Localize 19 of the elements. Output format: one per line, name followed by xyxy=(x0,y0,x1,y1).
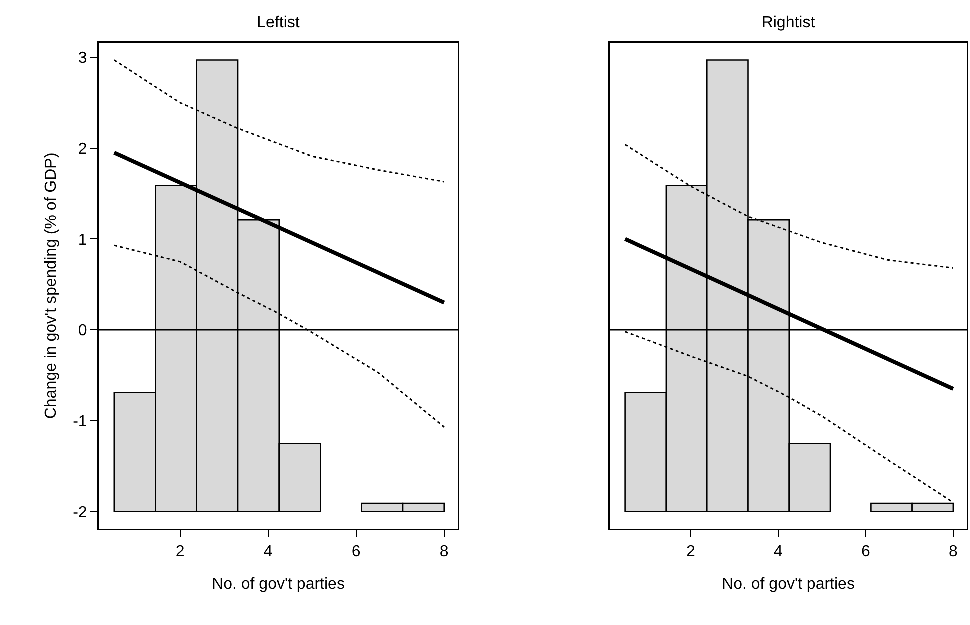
x-tick-label: 8 xyxy=(948,544,958,561)
y-tick-label: 0 xyxy=(78,322,88,340)
x-tick-label: 6 xyxy=(861,544,870,561)
x-tick-label: 6 xyxy=(352,544,361,561)
y-axis-title: Change in gov't spending (% of GDP) xyxy=(43,152,60,420)
chart-title: Rightist xyxy=(762,14,816,32)
chart-title: Leftist xyxy=(257,14,300,32)
x-tick-label: 4 xyxy=(264,544,273,561)
y-tick-label: 3 xyxy=(78,50,88,68)
y-tick-label: 2 xyxy=(78,140,88,158)
x-axis-title: No. of gov't parties xyxy=(722,576,855,594)
x-tick-label: 4 xyxy=(774,544,783,561)
x-tick-label: 2 xyxy=(686,544,696,561)
y-tick-label: 1 xyxy=(78,232,88,249)
y-tick-label: -2 xyxy=(73,504,88,522)
x-tick-label: 2 xyxy=(176,544,185,561)
x-axis-title: No. of gov't parties xyxy=(212,576,345,594)
x-tick-label: 8 xyxy=(440,544,449,561)
y-tick-label: -1 xyxy=(73,414,88,430)
